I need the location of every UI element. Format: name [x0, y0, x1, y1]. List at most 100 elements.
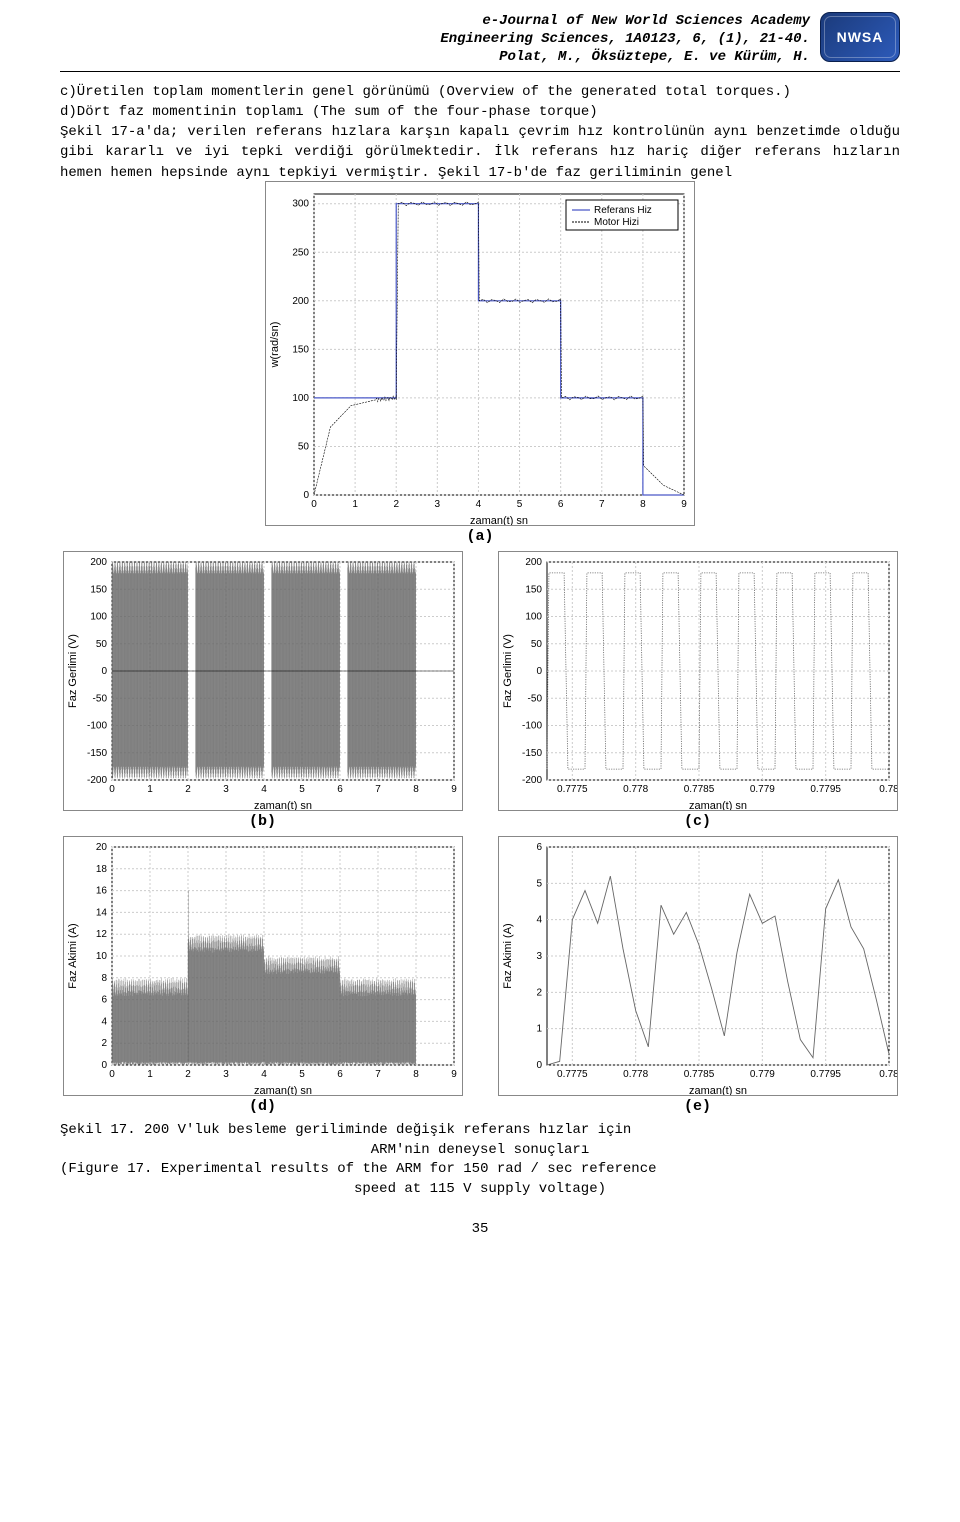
svg-text:0.7785: 0.7785	[683, 1069, 714, 1080]
svg-text:200: 200	[525, 557, 542, 568]
svg-text:-200: -200	[86, 775, 106, 786]
svg-text:zaman(t) sn: zaman(t) sn	[253, 1085, 311, 1096]
svg-text:0.78: 0.78	[879, 784, 898, 795]
svg-text:2: 2	[101, 1038, 107, 1049]
svg-text:0: 0	[109, 1069, 115, 1080]
svg-text:zaman(t) sn: zaman(t) sn	[253, 800, 311, 811]
para-line-c: c)Üretilen toplam momentlerin genel görü…	[60, 82, 900, 102]
svg-text:3: 3	[223, 1069, 229, 1080]
svg-text:250: 250	[292, 247, 309, 258]
svg-text:1: 1	[352, 499, 358, 510]
svg-text:0.7775: 0.7775	[557, 784, 588, 795]
chart-b-voltage-full: 0123456789-200-150-100-50050100150200zam…	[63, 551, 463, 811]
header-line3: Polat, M., Öksüztepe, E. ve Kürüm, H.	[60, 48, 810, 66]
svg-text:3: 3	[435, 499, 441, 510]
svg-text:5: 5	[299, 1069, 305, 1080]
svg-text:300: 300	[292, 199, 309, 210]
svg-text:0.7775: 0.7775	[557, 1069, 588, 1080]
svg-text:0.7795: 0.7795	[810, 784, 841, 795]
nwsa-logo: NWSA	[820, 12, 900, 62]
svg-text:4: 4	[101, 1016, 107, 1027]
header-divider	[60, 71, 900, 72]
svg-text:7: 7	[375, 784, 381, 795]
svg-text:6: 6	[536, 842, 542, 853]
svg-text:8: 8	[640, 499, 646, 510]
svg-text:0.78: 0.78	[879, 1069, 898, 1080]
svg-text:Faz Gerlimi (V): Faz Gerlimi (V)	[502, 634, 514, 708]
caption-l3: (Figure 17. Experimental results of the …	[60, 1160, 900, 1180]
svg-text:10: 10	[95, 951, 107, 962]
svg-text:5: 5	[299, 784, 305, 795]
svg-text:0: 0	[536, 666, 542, 677]
svg-text:zaman(t) sn: zaman(t) sn	[688, 800, 746, 811]
svg-text:w(rad/sn): w(rad/sn)	[269, 322, 281, 369]
svg-text:18: 18	[95, 864, 107, 875]
svg-text:3: 3	[223, 784, 229, 795]
svg-text:5: 5	[536, 878, 542, 889]
svg-text:Faz Akimi (A): Faz Akimi (A)	[502, 923, 514, 988]
svg-text:150: 150	[90, 584, 107, 595]
svg-text:8: 8	[413, 1069, 419, 1080]
header-line1: e-Journal of New World Sciences Academy	[60, 12, 810, 30]
svg-text:3: 3	[536, 951, 542, 962]
svg-text:14: 14	[95, 907, 107, 918]
chart-e-current-zoom: 0.7775 0.778 0.7785 0.779 0.7795 0.78 0 1 2 3 4 5 6 z…	[498, 836, 898, 1096]
svg-text:0.779: 0.779	[749, 1069, 774, 1080]
svg-text:4: 4	[536, 915, 542, 926]
svg-text:Faz Gerlimi (V): Faz Gerlimi (V)	[67, 634, 79, 708]
svg-text:9: 9	[451, 784, 457, 795]
svg-text:200: 200	[90, 557, 107, 568]
svg-text:2: 2	[536, 987, 542, 998]
svg-text:4: 4	[476, 499, 482, 510]
svg-text:2: 2	[393, 499, 399, 510]
svg-text:9: 9	[681, 499, 687, 510]
svg-text:-50: -50	[92, 693, 107, 704]
svg-text:50: 50	[298, 441, 310, 452]
svg-text:7: 7	[599, 499, 605, 510]
svg-text:20: 20	[95, 842, 107, 853]
caption-l2: ARM'nin deneysel sonuçları	[60, 1141, 900, 1161]
svg-text:6: 6	[101, 995, 107, 1006]
svg-text:-200: -200	[521, 775, 541, 786]
header-line2: Engineering Sciences, 1A0123, 6, (1), 21…	[60, 30, 810, 48]
svg-text:9: 9	[451, 1069, 457, 1080]
svg-text:0: 0	[109, 784, 115, 795]
svg-text:2: 2	[185, 1069, 191, 1080]
svg-text:2: 2	[185, 784, 191, 795]
svg-text:0: 0	[311, 499, 317, 510]
svg-text:1: 1	[147, 784, 153, 795]
svg-text:-150: -150	[521, 748, 541, 759]
svg-text:zaman(t) sn: zaman(t) sn	[688, 1085, 746, 1096]
svg-text:150: 150	[525, 584, 542, 595]
svg-text:0: 0	[536, 1060, 542, 1071]
label-e: (e)	[684, 1098, 711, 1115]
svg-text:0: 0	[303, 490, 309, 501]
svg-text:0: 0	[101, 1060, 107, 1071]
svg-text:Faz Akimi (A): Faz Akimi (A)	[67, 923, 79, 988]
svg-text:0.7795: 0.7795	[810, 1069, 841, 1080]
svg-text:0.7785: 0.7785	[683, 784, 714, 795]
svg-text:6: 6	[337, 1069, 343, 1080]
svg-text:0: 0	[101, 666, 107, 677]
svg-text:0.778: 0.778	[623, 1069, 648, 1080]
svg-text:Motor Hizi: Motor Hizi	[594, 217, 639, 228]
chart-c-voltage-zoom: 0.77750.7780.77850.7790.77950.78-200-150…	[498, 551, 898, 811]
svg-text:100: 100	[90, 612, 107, 623]
svg-text:-150: -150	[86, 748, 106, 759]
svg-text:5: 5	[517, 499, 523, 510]
svg-text:-100: -100	[86, 721, 106, 732]
svg-text:200: 200	[292, 296, 309, 307]
svg-text:6: 6	[558, 499, 564, 510]
svg-text:50: 50	[530, 639, 542, 650]
svg-text:100: 100	[525, 612, 542, 623]
svg-text:12: 12	[95, 929, 107, 940]
label-c: (c)	[684, 813, 711, 830]
svg-text:1: 1	[536, 1024, 542, 1035]
para-line-d: d)Dört faz momentinin toplamı (The sum o…	[60, 102, 900, 122]
label-b: (b)	[249, 813, 276, 830]
svg-text:zaman(t) sn: zaman(t) sn	[470, 515, 528, 526]
svg-text:-100: -100	[521, 721, 541, 732]
svg-text:100: 100	[292, 393, 309, 404]
svg-text:16: 16	[95, 886, 107, 897]
svg-text:0.779: 0.779	[749, 784, 774, 795]
